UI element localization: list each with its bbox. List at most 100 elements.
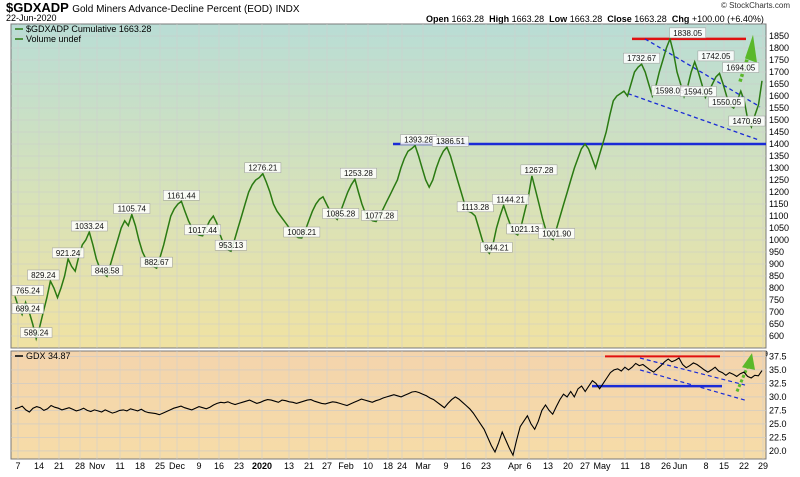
x-tick-label: Apr (508, 461, 522, 471)
chg-label: Chg (671, 14, 690, 24)
x-tick-label: 28 (75, 461, 85, 471)
value-label: 848.58 (95, 266, 120, 275)
y-tick-label: 1100 (769, 211, 788, 221)
close-label: Close (607, 14, 632, 24)
exchange: INDX (275, 4, 300, 15)
x-tick-label: 6 (526, 461, 531, 471)
value-label-box (11, 285, 44, 296)
x-tick-label: 26 (661, 461, 671, 471)
value-label-box (679, 86, 717, 97)
value-label: 1550.05 (712, 98, 741, 107)
x-tick-label: 16 (214, 461, 224, 471)
panel-background-2 (10, 350, 767, 460)
x-tick-label: 23 (481, 461, 491, 471)
value-label-box (184, 224, 221, 236)
x-tick-label: 7 (15, 461, 20, 471)
value-label: 1077.28 (365, 211, 394, 220)
y-tick-label: 32.5 (769, 378, 787, 388)
ohlc-readout: Open 1663.28 High 1663.28 Low 1663.28 Cl… (426, 14, 764, 24)
value-label: 1033.24 (75, 222, 104, 231)
value-label: 1386.51 (436, 137, 465, 146)
x-tick-label: 8 (703, 461, 708, 471)
value-label: 1105.74 (118, 205, 147, 214)
value-label: 1838.05 (673, 29, 702, 38)
value-label-box (322, 208, 360, 219)
value-label-box (728, 115, 766, 127)
arrow-head (745, 34, 757, 63)
x-tick-label: 11 (115, 461, 124, 471)
value-label: 953.13 (219, 241, 244, 250)
y-tick-label: 1300 (769, 163, 789, 173)
value-label-box (340, 167, 377, 179)
y-tick-label: 1600 (769, 91, 789, 101)
y-tick-label: 1800 (769, 43, 789, 53)
value-label: 1017.44 (188, 226, 217, 235)
x-tick-label: 18 (135, 461, 145, 471)
value-label-box (722, 62, 760, 73)
x-tick-label: 23 (234, 461, 244, 471)
value-label: 1732.67 (627, 54, 656, 63)
value-label: 1008.21 (287, 228, 316, 237)
value-label-box (70, 220, 108, 232)
value-label-box (244, 162, 282, 173)
y-tick-label: 1700 (769, 67, 789, 77)
x-tick-label: Dec (169, 461, 186, 471)
value-label: 1594.05 (684, 87, 713, 96)
value-label: 1393.28 (404, 136, 433, 145)
x-tick-label: 18 (640, 461, 650, 471)
chart-date: 22-Jun-2020 (6, 13, 57, 23)
y-tick-label: 1450 (769, 127, 789, 137)
x-tick-label: Jun (673, 461, 688, 471)
value-label: 1113.28 (461, 203, 489, 212)
arrow-head (742, 353, 755, 370)
value-label: 1470.69 (732, 117, 761, 126)
x-tick-label: 21 (304, 461, 314, 471)
value-label-box (140, 256, 173, 268)
y-tick-label: 650 (769, 319, 784, 329)
high-label: High (489, 14, 510, 24)
low-value: 1663.28 (569, 14, 603, 24)
low-label: Low (549, 14, 568, 24)
x-tick-label: May (593, 461, 611, 471)
value-label: 1144.21 (496, 195, 525, 204)
x-tick-label: Nov (89, 461, 106, 471)
y-tick-label: 35.0 (769, 365, 787, 375)
value-label-box (214, 239, 248, 251)
y-tick-label: 750 (769, 295, 784, 305)
gdx-line (14, 357, 763, 457)
value-label-box (163, 190, 200, 201)
value-label: 1253.28 (344, 169, 373, 178)
legend-entry: $GDXADP Cumulative 1663.28 (26, 24, 151, 34)
channel-lower (627, 92, 761, 142)
y-tick-label: 1000 (769, 235, 789, 245)
description: Gold Miners Advance-Decline Percent (EOD… (72, 4, 273, 15)
x-tick-label: 2020 (252, 461, 272, 471)
value-label-box (113, 203, 151, 214)
y-tick-label: 37.5 (769, 351, 787, 361)
value-label-box (20, 327, 53, 338)
channel-upper (644, 38, 761, 108)
y-tick-label: 22.5 (769, 432, 787, 442)
x-tick-label: 14 (34, 461, 44, 471)
y-tick-label: 850 (769, 271, 784, 281)
x-tick-label: 11 (620, 461, 629, 471)
value-label: 1694.05 (726, 63, 755, 72)
y-tick-label: 800 (769, 283, 784, 293)
y-tick-label: 1550 (769, 103, 789, 113)
watermark: © StockCharts.com (720, 1, 790, 10)
value-label: 689.24 (16, 305, 41, 314)
x-tick-label: 16 (461, 461, 471, 471)
x-tick-label: 20 (563, 461, 573, 471)
y-tick-label: 900 (769, 259, 784, 269)
value-label-box (538, 228, 576, 239)
y-tick-label: 27.5 (769, 405, 787, 415)
x-tick-label: 24 (397, 461, 407, 471)
open-value: 1663.28 (451, 14, 485, 24)
y-tick-label: 30.0 (769, 392, 787, 402)
chg-value: +100.00 (+6.40%) (691, 14, 764, 24)
x-tick-label: Feb (338, 461, 354, 471)
value-label-box (480, 242, 513, 253)
x-tick-label: 21 (54, 461, 64, 471)
y-tick-label: 600 (769, 331, 784, 341)
